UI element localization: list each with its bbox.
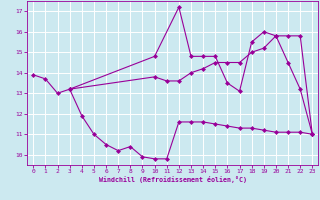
X-axis label: Windchill (Refroidissement éolien,°C): Windchill (Refroidissement éolien,°C) (99, 176, 247, 183)
